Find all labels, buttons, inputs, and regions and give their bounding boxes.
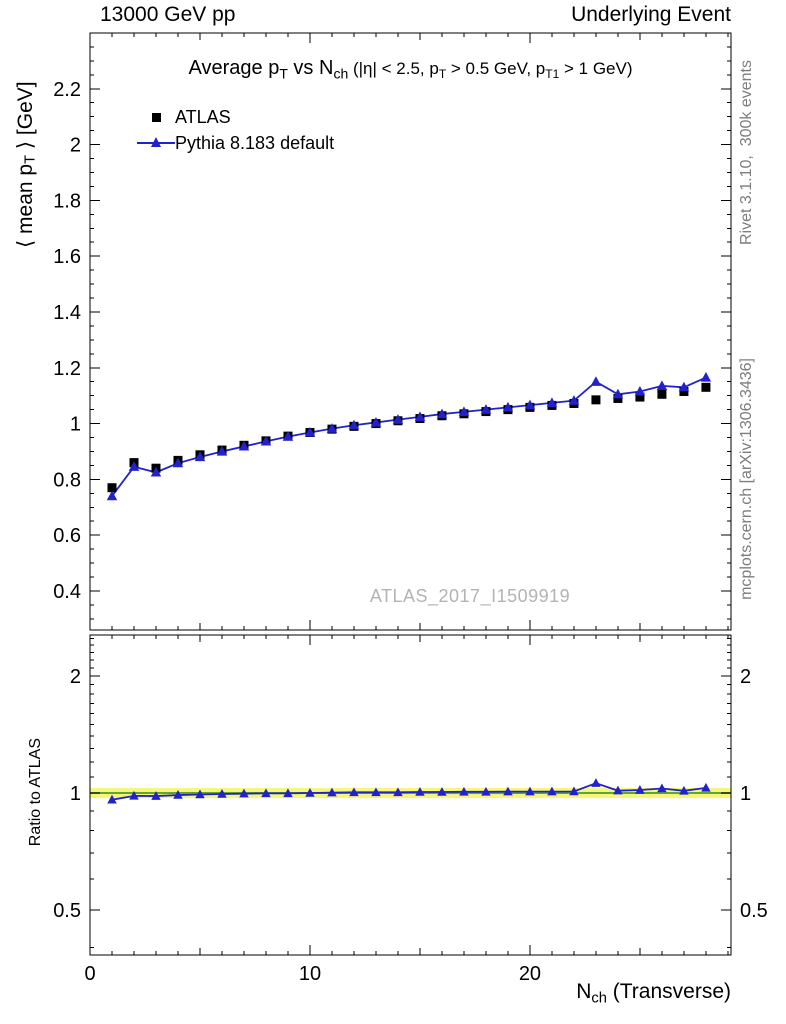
svg-text:2: 2	[740, 666, 751, 688]
svg-text:2: 2	[70, 135, 81, 157]
svg-text:0: 0	[84, 963, 95, 985]
analysis-group-label: Underlying Event	[571, 3, 731, 26]
svg-text:1.6: 1.6	[53, 246, 81, 268]
svg-text:1: 1	[70, 783, 81, 805]
x-axis-label: Nch (Transverse)	[576, 980, 731, 1007]
pythia-line-triangle-icon	[137, 136, 175, 150]
atlas-square-icon	[137, 110, 175, 124]
svg-text:0.8: 0.8	[53, 469, 81, 491]
svg-text:10: 10	[299, 963, 321, 985]
svg-text:2.2: 2.2	[53, 79, 81, 101]
legend-item-atlas: ATLAS	[137, 104, 334, 130]
y-axis-label: ⟨ mean pT ⟩ [GeV]	[14, 81, 39, 248]
svg-text:0.6: 0.6	[53, 525, 81, 547]
svg-text:1.4: 1.4	[53, 302, 81, 324]
square-marker-icon	[151, 112, 161, 122]
svg-text:20: 20	[519, 963, 541, 985]
triangle-marker-icon	[151, 137, 161, 147]
mcplots-credit-note: mcplots.cern.ch [arXiv:1306.3436]	[738, 358, 755, 600]
svg-text:1.8: 1.8	[53, 190, 81, 212]
svg-text:1.2: 1.2	[53, 358, 81, 380]
legend-label-atlas: ATLAS	[175, 106, 231, 127]
svg-text:0.5: 0.5	[53, 900, 81, 922]
beam-energy-label: 13000 GeV pp	[100, 3, 236, 26]
svg-text:2: 2	[70, 666, 81, 688]
legend-label-pythia: Pythia 8.183 default	[175, 132, 335, 153]
ratio-axis-label: Ratio to ATLAS	[27, 738, 44, 847]
svg-text:0.4: 0.4	[53, 581, 81, 603]
svg-text:1: 1	[70, 414, 81, 436]
legend: ATLAS Pythia 8.183 default	[137, 104, 334, 156]
rivet-version-note: Rivet 3.1.10, 300k events	[738, 60, 755, 245]
analysis-id-watermark: ATLAS_2017_I1509919	[369, 586, 571, 606]
legend-item-pythia: Pythia 8.183 default	[137, 130, 334, 156]
svg-text:0.5: 0.5	[740, 900, 768, 922]
svg-text:1: 1	[740, 783, 751, 805]
plot-title: Average pT vs Nch (|η| < 2.5, pT > 0.5 G…	[188, 57, 633, 82]
